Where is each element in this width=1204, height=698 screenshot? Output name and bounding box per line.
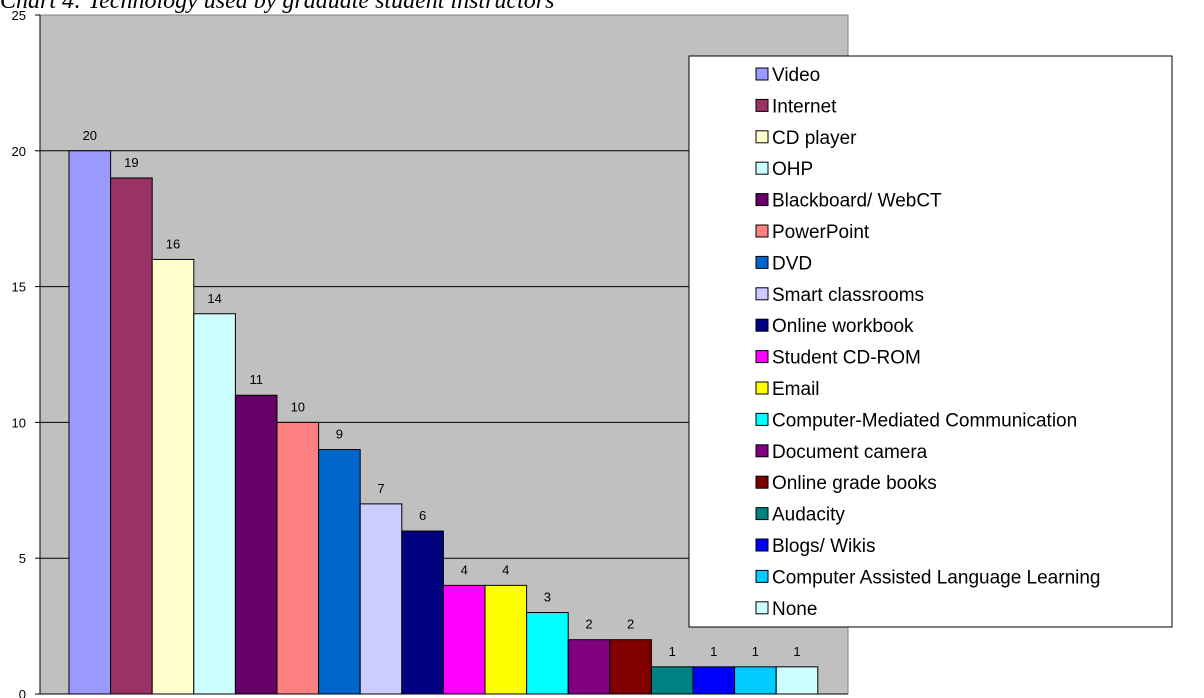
bar (110, 177, 153, 695)
bar (734, 666, 777, 695)
bars (68, 150, 819, 695)
data-label: 14 (207, 291, 221, 306)
y-tick-label: 20 (12, 144, 26, 159)
data-label: 4 (502, 562, 509, 577)
legend-swatch (755, 67, 769, 81)
bar (484, 584, 528, 695)
legend-swatch (755, 507, 769, 521)
data-label: 20 (83, 128, 97, 143)
legend-swatch (755, 569, 769, 583)
legend-swatch (755, 224, 769, 238)
legend-label: Online grade books (772, 473, 937, 494)
data-label: 2 (585, 617, 592, 632)
data-label: 4 (461, 562, 468, 577)
bar (68, 150, 112, 695)
y-tick-label: 10 (12, 415, 26, 430)
legend-label: Blackboard/ WebCT (772, 191, 942, 212)
legend-label: Computer-Mediated Communication (772, 410, 1077, 431)
legend-swatch (755, 350, 769, 364)
y-tick-label: 25 (12, 8, 26, 23)
legend-swatch (755, 161, 769, 175)
legend: Video Internet CD player OHP Blackboard/ Web… (688, 55, 1173, 628)
legend-label: PowerPoint (772, 222, 870, 243)
bar (276, 421, 320, 695)
bar (442, 584, 486, 695)
data-label: 16 (166, 236, 180, 251)
legend-label: CD player (772, 128, 857, 149)
y-tick-label: 0 (19, 687, 26, 698)
chart-title: Chart 4: Technology used by graduate stu… (0, 0, 554, 14)
data-label: 6 (419, 508, 426, 523)
legend-label: Smart classrooms (772, 285, 924, 306)
data-label: 10 (291, 399, 305, 414)
bar (567, 639, 611, 695)
data-label: 1 (710, 644, 717, 659)
data-label: 3 (544, 590, 551, 605)
legend-swatch (755, 475, 769, 489)
legend-label: Email (772, 379, 820, 400)
legend-box (688, 55, 1173, 628)
legend-label: Internet (772, 96, 837, 117)
data-label: 2 (627, 617, 634, 632)
bar (650, 666, 694, 695)
legend-items: Video Internet CD player OHP Blackboard/ Web… (755, 65, 1101, 620)
legend-label: OHP (772, 159, 813, 180)
bar (234, 394, 278, 695)
data-label: 11 (249, 372, 263, 387)
bar (359, 503, 403, 695)
legend-label: Blogs/ Wikis (772, 536, 875, 557)
legend-swatch (755, 381, 769, 395)
legend-label: Audacity (772, 505, 845, 526)
legend-swatch (755, 130, 769, 144)
bar (401, 530, 444, 695)
legend-swatch (755, 444, 769, 458)
y-tick-label: 5 (19, 551, 26, 566)
bar (318, 449, 361, 695)
legend-label: None (772, 599, 817, 620)
data-label: 9 (336, 427, 343, 442)
data-label: 1 (669, 644, 676, 659)
bar (692, 666, 736, 695)
data-label: 7 (377, 481, 384, 496)
legend-label: Online workbook (772, 316, 914, 337)
legend-swatch (755, 98, 769, 112)
legend-label: Document camera (772, 442, 928, 463)
bar (609, 639, 652, 695)
bar (193, 313, 236, 695)
legend-label: Computer Assisted Language Learning (772, 567, 1101, 588)
data-label: 19 (124, 155, 138, 170)
legend-swatch (755, 193, 769, 207)
legend-swatch (755, 412, 769, 426)
legend-label: Student CD-ROM (772, 348, 921, 369)
legend-swatch (755, 287, 769, 301)
bar (151, 258, 195, 695)
legend-label: DVD (772, 253, 812, 274)
legend-swatch (755, 255, 769, 269)
data-label: 1 (752, 644, 759, 659)
bar (775, 666, 819, 695)
y-tick-label: 15 (12, 280, 26, 295)
bar (526, 612, 569, 695)
legend-swatch (755, 601, 769, 615)
data-label: 1 (793, 644, 800, 659)
legend-swatch (755, 318, 769, 332)
legend-swatch (755, 538, 769, 552)
legend-label: Video (772, 65, 820, 86)
